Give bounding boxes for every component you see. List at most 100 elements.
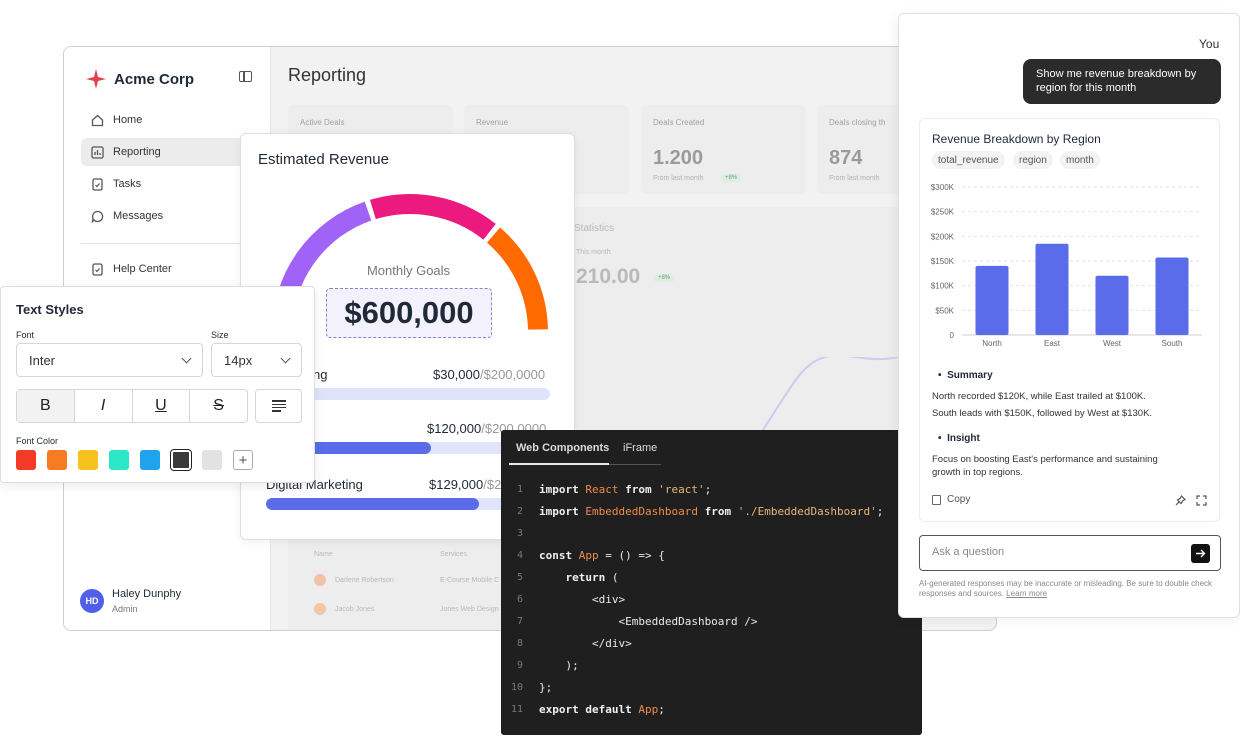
bar-west[interactable] bbox=[1095, 275, 1129, 335]
align-left-button[interactable] bbox=[255, 389, 302, 423]
sidebar-item-help-center[interactable]: Help Center bbox=[81, 255, 269, 283]
table-cell: Jones Web Design bbox=[440, 606, 499, 613]
sidebar-item-label: Home bbox=[113, 114, 143, 126]
underline-button[interactable]: U bbox=[133, 390, 191, 422]
bar-north[interactable] bbox=[975, 265, 1009, 335]
font-label: Font bbox=[16, 330, 35, 340]
insight-line: Focus on boosting East's performance and… bbox=[932, 454, 1158, 465]
bar-east[interactable] bbox=[1035, 243, 1069, 335]
gauge-segment-orange bbox=[486, 227, 548, 330]
size-select[interactable]: 14px bbox=[211, 343, 302, 377]
avatar bbox=[314, 603, 326, 615]
font-select[interactable]: Inter bbox=[16, 343, 203, 377]
sidebar-item-label: Reporting bbox=[113, 146, 161, 158]
bold-button[interactable]: B bbox=[17, 390, 75, 422]
code-token: React bbox=[585, 482, 619, 496]
line-number: 11 bbox=[510, 703, 523, 715]
ask-input[interactable]: Ask a question bbox=[919, 535, 1221, 571]
bar-south[interactable] bbox=[1155, 257, 1189, 335]
code-token: import bbox=[539, 482, 586, 496]
summary-heading-text: Summary bbox=[947, 370, 993, 381]
italic-button[interactable]: I bbox=[75, 390, 133, 422]
amount-total: /$2 bbox=[483, 477, 502, 492]
strikethrough-button[interactable]: S bbox=[213, 397, 224, 414]
y-tick-label: $100K bbox=[931, 282, 955, 291]
progress-label: ng bbox=[313, 367, 328, 382]
code-text: </div> bbox=[531, 637, 632, 650]
code-panel: Web Components iFrame 1 import React from… bbox=[501, 430, 922, 735]
color-swatch-blue[interactable] bbox=[140, 450, 160, 470]
chart-bars bbox=[975, 243, 1189, 335]
sidebar-item-label: Help Center bbox=[113, 263, 172, 275]
statistics-sub: This month bbox=[576, 249, 611, 256]
brand[interactable]: Acme Corp bbox=[86, 69, 194, 89]
y-tick-label: $250K bbox=[931, 208, 955, 217]
color-swatch-teal[interactable] bbox=[109, 450, 129, 470]
code-token: return bbox=[565, 570, 606, 584]
table-cell: Jacob Jones bbox=[335, 606, 375, 613]
align-line bbox=[271, 407, 286, 409]
code-token: ); bbox=[539, 658, 579, 672]
expand-icon[interactable] bbox=[1196, 495, 1207, 506]
y-tick-label: $300K bbox=[931, 183, 955, 192]
you-label: You bbox=[1199, 37, 1220, 51]
line-number: 1 bbox=[516, 483, 523, 495]
chip[interactable]: region bbox=[1013, 151, 1053, 169]
active-tab-indicator bbox=[509, 463, 609, 465]
text-styles-panel: Text Styles Font Size Inter 14px B I U S… bbox=[0, 286, 315, 483]
pin-icon[interactable] bbox=[1175, 495, 1186, 506]
line-number: 2 bbox=[516, 505, 523, 517]
color-swatch-orange[interactable] bbox=[47, 450, 67, 470]
line-number: 9 bbox=[516, 659, 523, 671]
code-text: import EmbeddedDashboard from './Embedde… bbox=[531, 505, 883, 518]
statistics-value: 210.00 bbox=[576, 265, 641, 288]
sidebar-item-home[interactable]: Home bbox=[81, 106, 269, 134]
sidebar-divider bbox=[81, 243, 251, 244]
code-token: const bbox=[539, 548, 579, 562]
chip[interactable]: month bbox=[1060, 151, 1100, 169]
code-text: ); bbox=[531, 658, 579, 672]
avatar bbox=[314, 574, 326, 586]
gauge-segment-pink bbox=[369, 194, 496, 240]
progress-amount: $30,000/$200,0000 bbox=[433, 367, 545, 382]
sidebar-item-label: Messages bbox=[113, 210, 164, 222]
avatar[interactable]: HD bbox=[80, 589, 104, 613]
table-header-name: Name bbox=[314, 551, 333, 558]
stat-sub: From last month bbox=[653, 175, 704, 182]
line-number: 5 bbox=[516, 571, 523, 583]
stat-label: Active Deals bbox=[300, 118, 345, 127]
insight-heading: • Insight bbox=[938, 433, 980, 444]
tab-iframe[interactable]: iFrame bbox=[623, 442, 658, 454]
sidebar-item-tasks[interactable]: Tasks bbox=[81, 170, 269, 198]
sidebar-collapse-icon[interactable] bbox=[239, 71, 252, 82]
add-color-button[interactable]: + bbox=[233, 450, 253, 470]
stat-label: Deals closing th bbox=[829, 118, 886, 127]
chip[interactable]: total_revenue bbox=[932, 151, 1005, 169]
color-swatch-gray[interactable] bbox=[202, 450, 222, 470]
color-swatch-black[interactable] bbox=[170, 449, 192, 471]
sidebar-item-reporting[interactable]: Reporting bbox=[81, 138, 269, 166]
copy-icon bbox=[932, 494, 941, 505]
send-button[interactable] bbox=[1191, 544, 1210, 563]
stat-label: Deals Created bbox=[653, 118, 705, 127]
y-tick-label: $50K bbox=[935, 306, 954, 315]
format-button-group: B I U S bbox=[16, 389, 248, 423]
code-block[interactable]: 1 import React from 'react'; 2 import Embed… bbox=[501, 478, 922, 720]
user-name: Haley Dunphy bbox=[112, 588, 182, 600]
code-line: 3 bbox=[501, 522, 922, 544]
learn-more-link[interactable]: Learn more bbox=[1006, 589, 1048, 598]
color-swatch-red[interactable] bbox=[16, 450, 36, 470]
sidebar-item-messages[interactable]: Messages bbox=[81, 202, 269, 230]
code-token: from bbox=[618, 482, 659, 496]
line-number: 4 bbox=[516, 549, 523, 561]
summary-heading: • Summary bbox=[938, 370, 993, 381]
color-swatch-yellow[interactable] bbox=[78, 450, 98, 470]
code-token: import bbox=[539, 504, 586, 518]
copy-button[interactable]: Copy bbox=[932, 494, 970, 505]
assistant-response: Revenue Breakdown by Region total_revenu… bbox=[919, 118, 1220, 522]
tab-web-components[interactable]: Web Components bbox=[516, 442, 610, 454]
progress-amount: $129,000/$2 bbox=[429, 477, 501, 492]
code-token: App bbox=[638, 702, 659, 716]
response-title: Revenue Breakdown by Region bbox=[932, 132, 1101, 146]
gauge-value[interactable]: $600,000 bbox=[326, 288, 492, 338]
